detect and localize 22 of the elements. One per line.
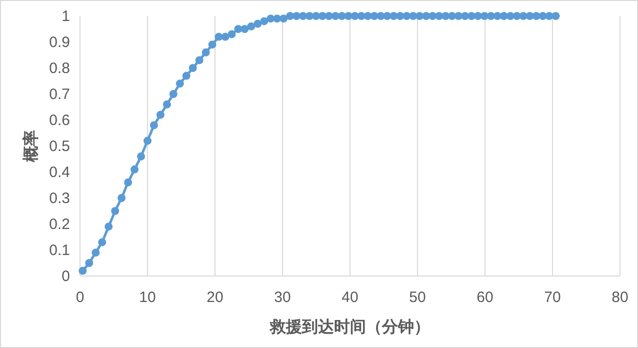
- x-tick-label: 20: [206, 289, 224, 306]
- y-tick-label: 0.8: [49, 60, 70, 77]
- y-tick-label: 0.2: [49, 216, 70, 233]
- x-tick-label: 10: [139, 289, 156, 306]
- y-tick-label: 0.6: [49, 112, 70, 129]
- x-tick-label: 50: [409, 289, 426, 306]
- x-tick-label: 80: [612, 289, 628, 306]
- y-tick-label: 0.3: [49, 190, 70, 207]
- y-axis-title: 概率: [21, 130, 40, 163]
- y-tick-label: 0.4: [49, 164, 70, 181]
- y-tick-label: 0.7: [49, 86, 70, 103]
- y-tick-label: 0.1: [49, 242, 70, 259]
- x-tick-label: 30: [274, 289, 291, 306]
- y-tick-label: 0.5: [49, 138, 70, 155]
- y-tick-label: 0: [62, 268, 70, 285]
- x-tick-label: 70: [544, 289, 561, 306]
- y-tick-label: 1: [62, 8, 70, 25]
- x-tick-label: 0: [76, 289, 84, 306]
- x-tick-label: 40: [342, 289, 358, 306]
- x-tick-label: 60: [476, 289, 494, 306]
- y-tick-label: 0.9: [49, 34, 70, 51]
- x-axis-title: 救援到达时间（分钟）: [269, 318, 430, 336]
